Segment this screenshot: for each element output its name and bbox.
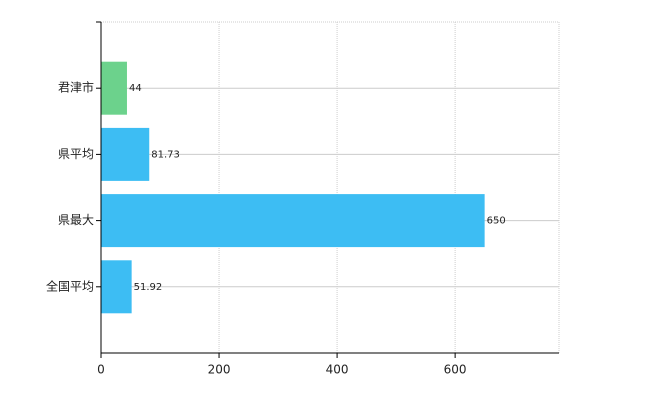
bar <box>101 260 132 314</box>
value-label: 650 <box>487 216 506 227</box>
bar <box>101 194 485 248</box>
x-tick-label: 600 <box>444 363 467 377</box>
bar <box>101 127 150 181</box>
x-tick-label: 200 <box>208 363 231 377</box>
y-tick-label: 君津市 <box>58 80 94 95</box>
value-label: 44 <box>129 83 142 94</box>
x-tick-label: 400 <box>326 363 349 377</box>
x-tick-label: 0 <box>97 363 105 377</box>
value-label: 51.92 <box>134 282 163 293</box>
value-label: 81.73 <box>151 149 180 160</box>
y-tick-label: 県最大 <box>58 213 94 227</box>
y-tick-label: 全国平均 <box>46 278 94 293</box>
bar <box>101 61 127 115</box>
y-tick-label: 県平均 <box>58 147 94 161</box>
